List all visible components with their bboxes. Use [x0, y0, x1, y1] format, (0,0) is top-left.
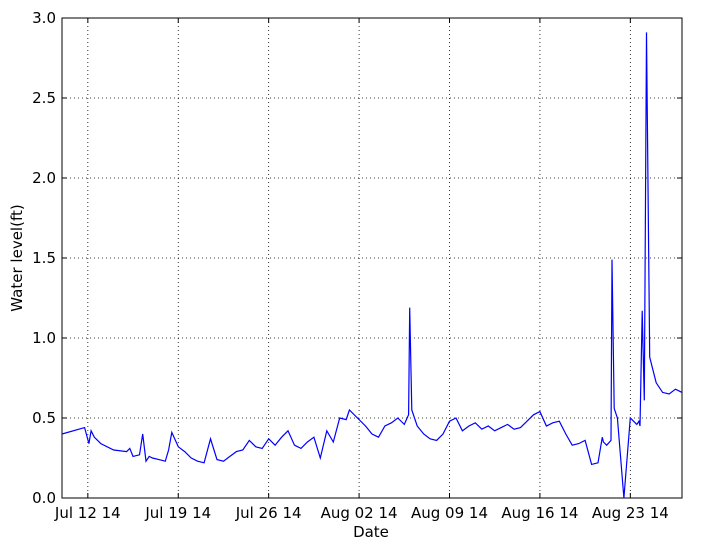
x-tick-label: Aug 09 14	[411, 504, 488, 522]
y-tick-label: 0.0	[32, 489, 56, 507]
x-tick-label: Jul 12 14	[54, 504, 121, 522]
y-tick-label: 1.5	[32, 249, 56, 267]
y-tick-label: 2.0	[32, 169, 56, 187]
y-tick-label: 0.5	[32, 409, 56, 427]
x-axis-label: Date	[353, 523, 389, 541]
water-level-series-line	[61, 32, 683, 499]
x-tick-label: Jul 19 14	[144, 504, 211, 522]
y-tick-label: 3.0	[32, 9, 56, 27]
axis-ticks	[62, 17, 682, 499]
y-tick-label: 1.0	[32, 329, 56, 347]
y-axis-label: Water level(ft)	[8, 204, 26, 311]
x-tick-label: Aug 16 14	[501, 504, 578, 522]
grid	[62, 18, 682, 498]
y-tick-label: 2.5	[32, 89, 56, 107]
x-tick-label: Aug 02 14	[321, 504, 398, 522]
y-tick-labels: 0.0 0.5 1.0 1.5 2.0 2.5 3.0	[32, 9, 56, 507]
x-tick-label: Aug 23 14	[592, 504, 669, 522]
x-tick-label: Jul 26 14	[235, 504, 302, 522]
x-tick-labels: Jul 12 14 Jul 19 14 Jul 26 14 Aug 02 14 Aug …	[54, 504, 669, 522]
